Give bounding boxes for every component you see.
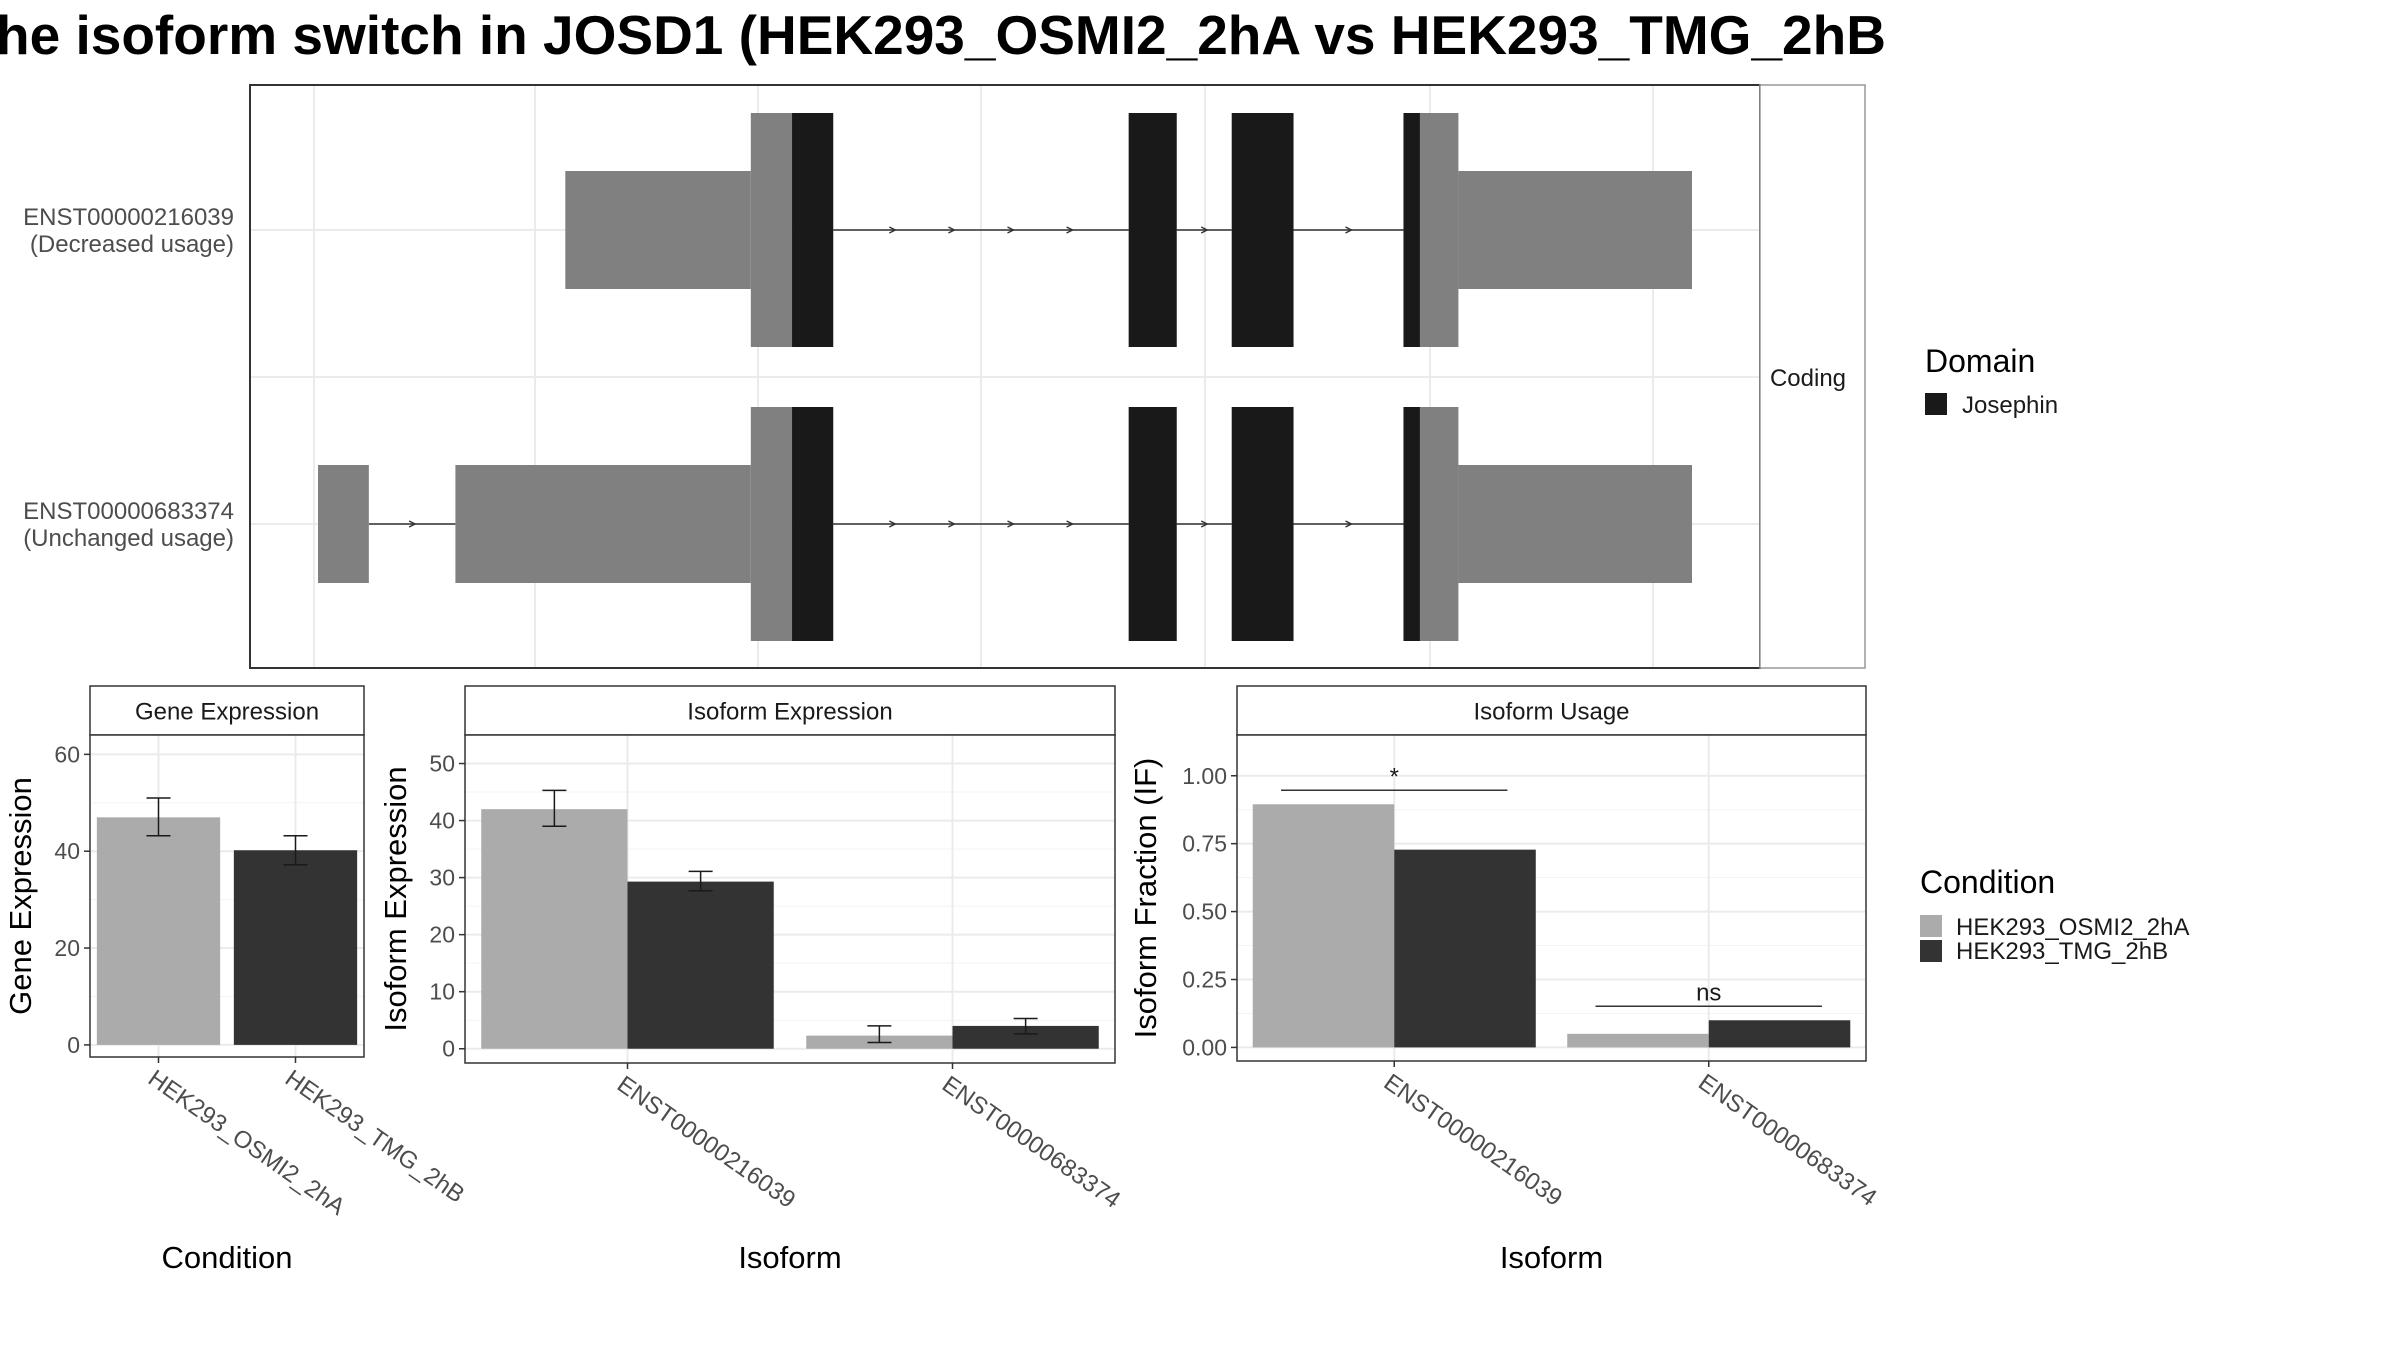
- plot-border: [89, 734, 365, 1058]
- significance-label: *: [1390, 763, 1399, 790]
- josephin-domain-block: [1128, 113, 1177, 347]
- isoform-label-usage: (Decreased usage): [30, 231, 234, 258]
- exon-block: [1419, 407, 1459, 641]
- intron-direction-arrow: [1066, 520, 1075, 528]
- y-tick-label: 10: [429, 979, 455, 1005]
- facet-strip-label: Coding: [1770, 365, 1846, 392]
- x-tick-label: ENST00000683374: [1693, 1069, 1881, 1212]
- condition-legend-label-a: HEK293_OSMI2_2hA: [1956, 914, 2189, 941]
- bar-hek293-osmi2-2ha: [1567, 1033, 1709, 1048]
- plot-border: [1236, 734, 1867, 1062]
- bar-hek293-tmg-2hb: [627, 881, 774, 1049]
- bar-hek293-tmg-2hb: [233, 850, 358, 1045]
- domain-legend-label: Josephin: [1962, 392, 2058, 419]
- intron-direction-arrow: [889, 226, 897, 234]
- condition-legend-key-a: [1920, 915, 1942, 937]
- panel-strip-title: Isoform Expression: [687, 699, 892, 726]
- y-tick-label: 40: [54, 838, 80, 864]
- y-tick-label: 50: [429, 751, 455, 777]
- y-tick-label: 0: [67, 1032, 80, 1058]
- panel-strip: [89, 685, 365, 736]
- intron-direction-arrow: [1066, 226, 1075, 234]
- x-axis-title: Condition: [162, 1240, 293, 1275]
- significance-label: ns: [1696, 979, 1721, 1006]
- josephin-domain-block: [792, 113, 834, 347]
- exon-block: [750, 407, 793, 641]
- isoform-expression-panel: Isoform Expression 0 10 20 30 40 50 ENST0000021…: [378, 685, 1125, 1275]
- isoform-usage-panel: Isoform Usage 0.00 0.25 0.50 0.75 1.00 * ns ENST…: [1128, 685, 1882, 1275]
- y-axis-title: Isoform Fraction (IF): [1128, 758, 1163, 1039]
- intron-direction-arrow: [1345, 520, 1354, 528]
- y-tick-label: 30: [429, 865, 455, 891]
- panel-strip-title: Gene Expression: [135, 699, 319, 726]
- domain-legend: Domain Josephin: [1925, 343, 2058, 419]
- bar-hek293-osmi2-2ha: [96, 817, 221, 1045]
- y-tick-label: 20: [429, 922, 455, 948]
- josephin-domain-block: [1403, 407, 1420, 641]
- y-axis-title: Isoform Expression: [378, 766, 413, 1031]
- bar-hek293-osmi2-2ha: [1252, 804, 1395, 1048]
- intron-direction-arrow: [889, 520, 897, 528]
- x-axis-title: Isoform: [1500, 1240, 1603, 1275]
- plot-border: [464, 734, 1116, 1064]
- exon-block: [750, 113, 793, 347]
- transcript-structure-panel: ENST00000216039(Decreased usage) ENST0000…: [23, 84, 1866, 669]
- exon-block: [1458, 465, 1692, 583]
- figure-title: he isoform switch in JOSD1 (HEK293_OSMI2…: [0, 4, 1886, 66]
- bar-hek293-tmg-2hb: [952, 1025, 1099, 1049]
- josephin-domain-block: [1231, 113, 1294, 347]
- exon-block: [565, 171, 751, 289]
- intron-direction-arrow: [1345, 226, 1354, 234]
- panel-strip: [1236, 685, 1867, 736]
- condition-legend-label-b: HEK293_TMG_2hB: [1956, 938, 2168, 965]
- condition-legend-title: Condition: [1920, 864, 2055, 900]
- panel-strip: [464, 685, 1116, 736]
- y-tick-label: 60: [54, 741, 80, 767]
- y-tick-label: 40: [429, 808, 455, 834]
- x-tick-label: ENST00000683374: [937, 1071, 1125, 1214]
- x-tick-label: ENST00000216039: [1379, 1069, 1567, 1212]
- intron-direction-arrow: [1200, 226, 1209, 234]
- y-tick-label: 1.00: [1182, 763, 1227, 789]
- y-tick-label: 0.50: [1182, 899, 1227, 925]
- exon-block: [1458, 171, 1692, 289]
- intron-direction-arrow: [948, 520, 956, 528]
- y-tick-label: 0.00: [1182, 1034, 1227, 1060]
- isoform-label-id: ENST00000216039: [23, 204, 234, 231]
- y-tick-label: 0: [442, 1036, 455, 1062]
- intron-direction-arrow: [1007, 226, 1016, 234]
- josephin-domain-block: [1403, 113, 1420, 347]
- y-axis-title: Gene Expression: [3, 777, 38, 1015]
- isoform-label-usage: (Unchanged usage): [23, 525, 234, 552]
- x-tick-label: ENST00000216039: [612, 1071, 800, 1214]
- isoform-label-id: ENST00000683374: [23, 498, 234, 525]
- bar-hek293-tmg-2hb: [1708, 1020, 1851, 1048]
- condition-legend: Condition HEK293_OSMI2_2hA HEK293_TMG_2h…: [1920, 864, 2189, 965]
- josephin-domain-block: [1128, 407, 1177, 641]
- facet-strip: [1759, 84, 1866, 669]
- bar-hek293-osmi2-2ha: [481, 809, 628, 1049]
- intron-direction-arrow: [1200, 520, 1209, 528]
- condition-legend-key-b: [1920, 940, 1942, 962]
- y-tick-label: 0.25: [1182, 967, 1227, 993]
- bar-hek293-tmg-2hb: [1394, 849, 1536, 1048]
- exon-block: [455, 465, 751, 583]
- josephin-domain-block: [792, 407, 834, 641]
- intron-direction-arrow: [948, 226, 956, 234]
- exon-block: [318, 465, 369, 583]
- intron-direction-arrow: [408, 520, 417, 528]
- y-tick-label: 0.75: [1182, 831, 1227, 857]
- domain-legend-title: Domain: [1925, 343, 2035, 379]
- josephin-domain-block: [1231, 407, 1294, 641]
- exon-block: [1419, 113, 1459, 347]
- panel-strip-title: Isoform Usage: [1473, 699, 1629, 726]
- intron-direction-arrow: [1007, 520, 1016, 528]
- x-axis-title: Isoform: [738, 1240, 841, 1275]
- y-tick-label: 20: [54, 935, 80, 961]
- domain-legend-key: [1925, 393, 1947, 415]
